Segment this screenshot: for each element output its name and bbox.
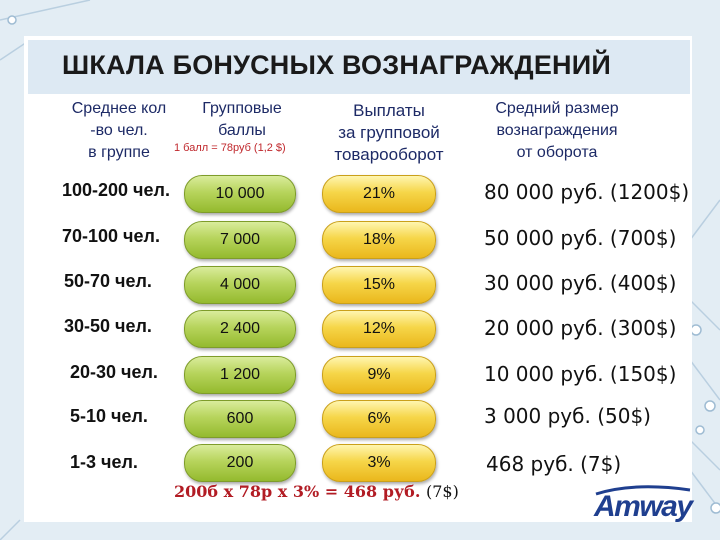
reward-rub: 80 000 руб. xyxy=(484,180,604,204)
reward-usd: (400$) xyxy=(609,271,677,295)
reward-amount: 10 000 руб. (150$) xyxy=(484,362,676,386)
reward-usd: (700$) xyxy=(609,226,677,250)
reward-usd: (50$) xyxy=(597,404,651,428)
header-reward-line-3: от оборота xyxy=(516,144,598,161)
calculation-formula: 200б x 78р x 3% = 468 руб. (7$) xyxy=(174,482,459,501)
row-group-size: 5-10 чел. xyxy=(70,406,148,426)
points-pill: 10 000 xyxy=(184,175,296,213)
reward-amount: 30 000 руб. (400$) xyxy=(484,271,676,295)
row-group-size: 30-50 чел. xyxy=(64,316,152,336)
reward-rub: 30 000 руб. xyxy=(484,271,604,295)
header-reward-line-1: Средний размер xyxy=(495,100,619,117)
formula-text: 200б x 78р x 3% = 468 руб. xyxy=(174,482,421,501)
reward-amount: 3 000 руб. (50$) xyxy=(484,404,651,428)
header-group-points: Групповые баллы xyxy=(188,98,296,142)
reward-usd: (300$) xyxy=(609,316,677,340)
points-pill: 7 000 xyxy=(184,221,296,259)
row-group-size: 100-200 чел. xyxy=(62,180,170,200)
reward-usd: (150$) xyxy=(609,362,677,386)
percent-pill: 6% xyxy=(322,400,436,438)
header-payout: Выплаты за групповой товарооборот xyxy=(324,100,454,166)
header-group-line-1: Среднее кол xyxy=(71,100,167,117)
points-pill: 4 000 xyxy=(184,266,296,304)
amway-logo: Amway xyxy=(594,484,694,528)
reward-usd: (7$) xyxy=(580,452,622,476)
header-points-line-2: баллы xyxy=(218,122,266,139)
row-group-size: 50-70 чел. xyxy=(64,271,152,291)
header-group-line-3: в группе xyxy=(88,144,150,161)
header-payout-line-3: товарооборот xyxy=(334,145,444,164)
reward-usd: (1200$) xyxy=(609,180,690,204)
percent-pill: 3% xyxy=(322,444,436,482)
reward-amount: 80 000 руб. (1200$) xyxy=(484,180,689,204)
header-average-reward: Средний размер вознаграждения от оборота xyxy=(474,98,640,164)
row-group-size: 1-3 чел. xyxy=(70,452,138,472)
points-pill: 2 400 xyxy=(184,310,296,348)
percent-pill: 18% xyxy=(322,221,436,259)
header-points-line-1: Групповые xyxy=(202,100,282,117)
percent-pill: 12% xyxy=(322,310,436,348)
logo-swoosh-icon xyxy=(595,485,691,496)
header-group-size: Среднее кол -во чел. в группе xyxy=(58,98,180,164)
reward-amount: 20 000 руб. (300$) xyxy=(484,316,676,340)
points-pill: 1 200 xyxy=(184,356,296,394)
points-rate-note: 1 балл = 78руб (1,2 $) xyxy=(174,142,286,154)
header-reward-line-2: вознаграждения xyxy=(496,122,618,139)
row-group-size: 70-100 чел. xyxy=(62,226,160,246)
percent-pill: 15% xyxy=(322,266,436,304)
percent-pill: 21% xyxy=(322,175,436,213)
slide-title: ШКАЛА БОНУСНЫХ ВОЗНАГРАЖДЕНИЙ xyxy=(62,50,611,80)
formula-usd: (7$) xyxy=(425,482,459,501)
reward-amount: 50 000 руб. (700$) xyxy=(484,226,676,250)
reward-amount: 468 руб. (7$) xyxy=(486,452,621,476)
reward-rub: 468 руб. xyxy=(486,452,574,476)
reward-rub: 20 000 руб. xyxy=(484,316,604,340)
reward-rub: 10 000 руб. xyxy=(484,362,604,386)
reward-rub: 50 000 руб. xyxy=(484,226,604,250)
points-pill: 600 xyxy=(184,400,296,438)
row-group-size: 20-30 чел. xyxy=(70,362,158,382)
title-bar xyxy=(28,40,690,94)
header-payout-line-2: за групповой xyxy=(338,123,440,142)
header-group-line-2: -во чел. xyxy=(90,122,148,139)
logo-wordmark: Amway xyxy=(594,490,693,523)
reward-rub: 3 000 руб. xyxy=(484,404,591,428)
header-payout-line-1: Выплаты xyxy=(353,101,425,120)
percent-pill: 9% xyxy=(322,356,436,394)
points-pill: 200 xyxy=(184,444,296,482)
